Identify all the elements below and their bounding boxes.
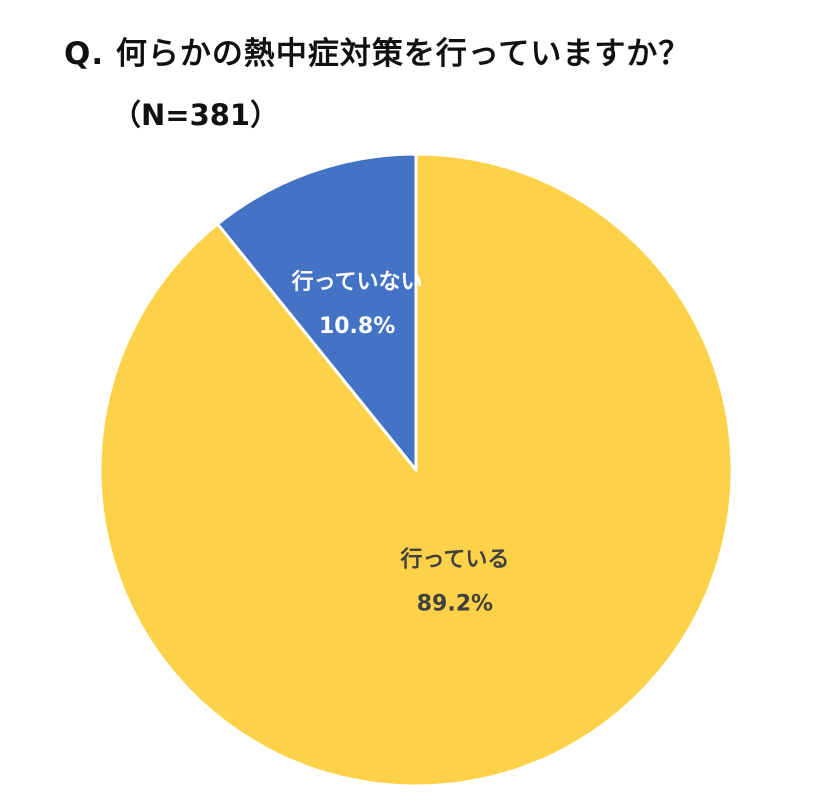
slice-value-label: 10.8% <box>319 314 395 339</box>
pie-slice-no <box>216 152 418 472</box>
chart-subtitle: （N=381） <box>112 98 280 132</box>
chart-title: Q. 何らかの熱中症対策を行っていますか？ <box>64 36 691 72</box>
slice-value-label: 89.2% <box>417 591 493 616</box>
slice-category-label: 行っている <box>399 546 509 572</box>
slice-category-label: 行っていない <box>291 269 423 295</box>
